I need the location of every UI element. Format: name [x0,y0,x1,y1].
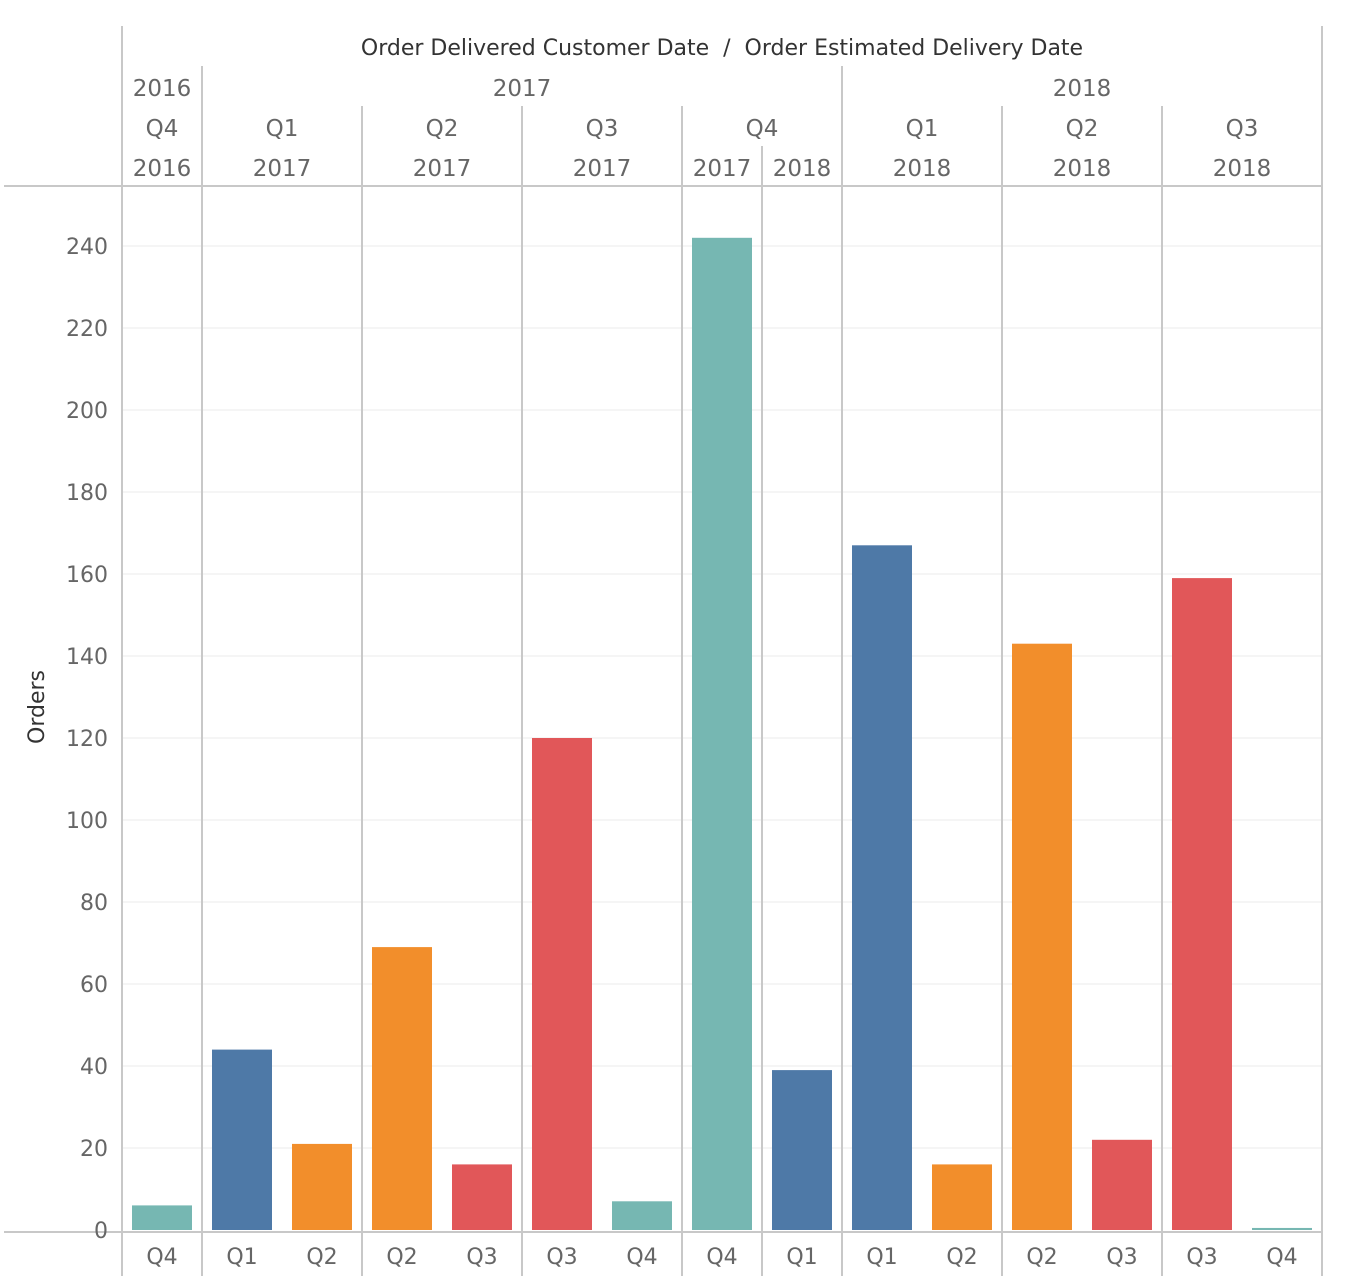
y-tick-label: 220 [66,317,108,342]
header-year: 2018 [1053,76,1112,102]
header-cell-year: 2017 [573,156,632,182]
y-tick-label: 120 [66,727,108,752]
header-cell-year: 2018 [893,156,952,182]
x-tick-label: Q3 [1106,1245,1137,1270]
header-quarter: Q3 [586,116,619,142]
header-cell-year: 2018 [773,156,832,182]
header-cell-year: 2016 [133,156,192,182]
x-tick-label: Q4 [146,1245,177,1270]
header-cell-year: 2018 [1053,156,1112,182]
y-tick-label: 100 [66,809,108,834]
header-quarter: Q1 [906,116,939,142]
bar-q4 [1252,1227,1312,1230]
column-headers: Order Delivered Customer Date / Order Es… [133,36,1272,182]
y-tick-label: 160 [66,563,108,588]
y-tick-label: 140 [66,645,108,670]
header-quarter: Q2 [426,116,459,142]
header-year: 2017 [493,76,552,102]
x-tick-label: Q3 [466,1245,497,1270]
bar-q1 [212,1049,272,1230]
header-cell-year: 2017 [253,156,312,182]
y-tick-label: 200 [66,399,108,424]
bar-q3 [1172,578,1232,1230]
header-cell-year: 2017 [693,156,752,182]
y-tick-label: 40 [80,1055,108,1080]
y-tick-label: 240 [66,235,108,260]
bar-q1 [852,545,912,1230]
bar-q4 [612,1201,672,1230]
x-tick-label: Q2 [386,1245,417,1270]
chart-title: Order Delivered Customer Date / Order Es… [361,36,1083,61]
pane-dividers [4,26,1323,1276]
header-year: 2016 [133,76,192,102]
x-tick-label: Q2 [306,1245,337,1270]
x-tick-label: Q4 [626,1245,657,1270]
x-tick-label: Q2 [1026,1245,1057,1270]
x-tick-label: Q4 [706,1245,737,1270]
header-quarter: Q4 [746,116,779,142]
x-axis: Q4 Q1 Q2 Q2 Q3 Q3 Q4 Q4 Q1 Q1 Q2 Q2 Q3 Q3 Q4 [146,1245,1297,1270]
y-axis: Orders 0 20 40 60 80 100 120 140 160 180 200 220 240 [25,235,108,1244]
header-cell-year: 2018 [1213,156,1272,182]
bar-q4 [132,1205,192,1230]
x-tick-label: Q4 [1266,1245,1297,1270]
x-tick-label: Q1 [226,1245,257,1270]
header-quarter: Q3 [1226,116,1259,142]
y-tick-label: 80 [80,891,108,916]
header-cell-year: 2017 [413,156,472,182]
x-tick-label: Q2 [946,1245,977,1270]
bar-q2 [932,1164,992,1230]
bar-q2 [372,947,432,1230]
bars [132,237,1312,1231]
header-quarter: Q4 [146,116,179,142]
bar-q3 [452,1164,512,1230]
x-tick-label: Q3 [546,1245,577,1270]
y-tick-label: 180 [66,481,108,506]
x-tick-label: Q1 [866,1245,897,1270]
bar-q1 [772,1070,832,1230]
bar-q3 [532,738,592,1230]
bar-q2 [292,1143,352,1230]
y-axis-label: Orders [25,670,50,744]
bar-q2 [1012,643,1072,1230]
y-tick-label: 20 [80,1137,108,1162]
y-tick-label: 0 [94,1219,108,1244]
x-tick-label: Q1 [786,1245,817,1270]
header-quarter: Q1 [266,116,299,142]
header-quarter: Q2 [1066,116,1099,142]
bar-q4 [692,237,752,1231]
y-tick-label: 60 [80,973,108,998]
x-tick-label: Q3 [1186,1245,1217,1270]
bar-q3 [1092,1139,1152,1230]
